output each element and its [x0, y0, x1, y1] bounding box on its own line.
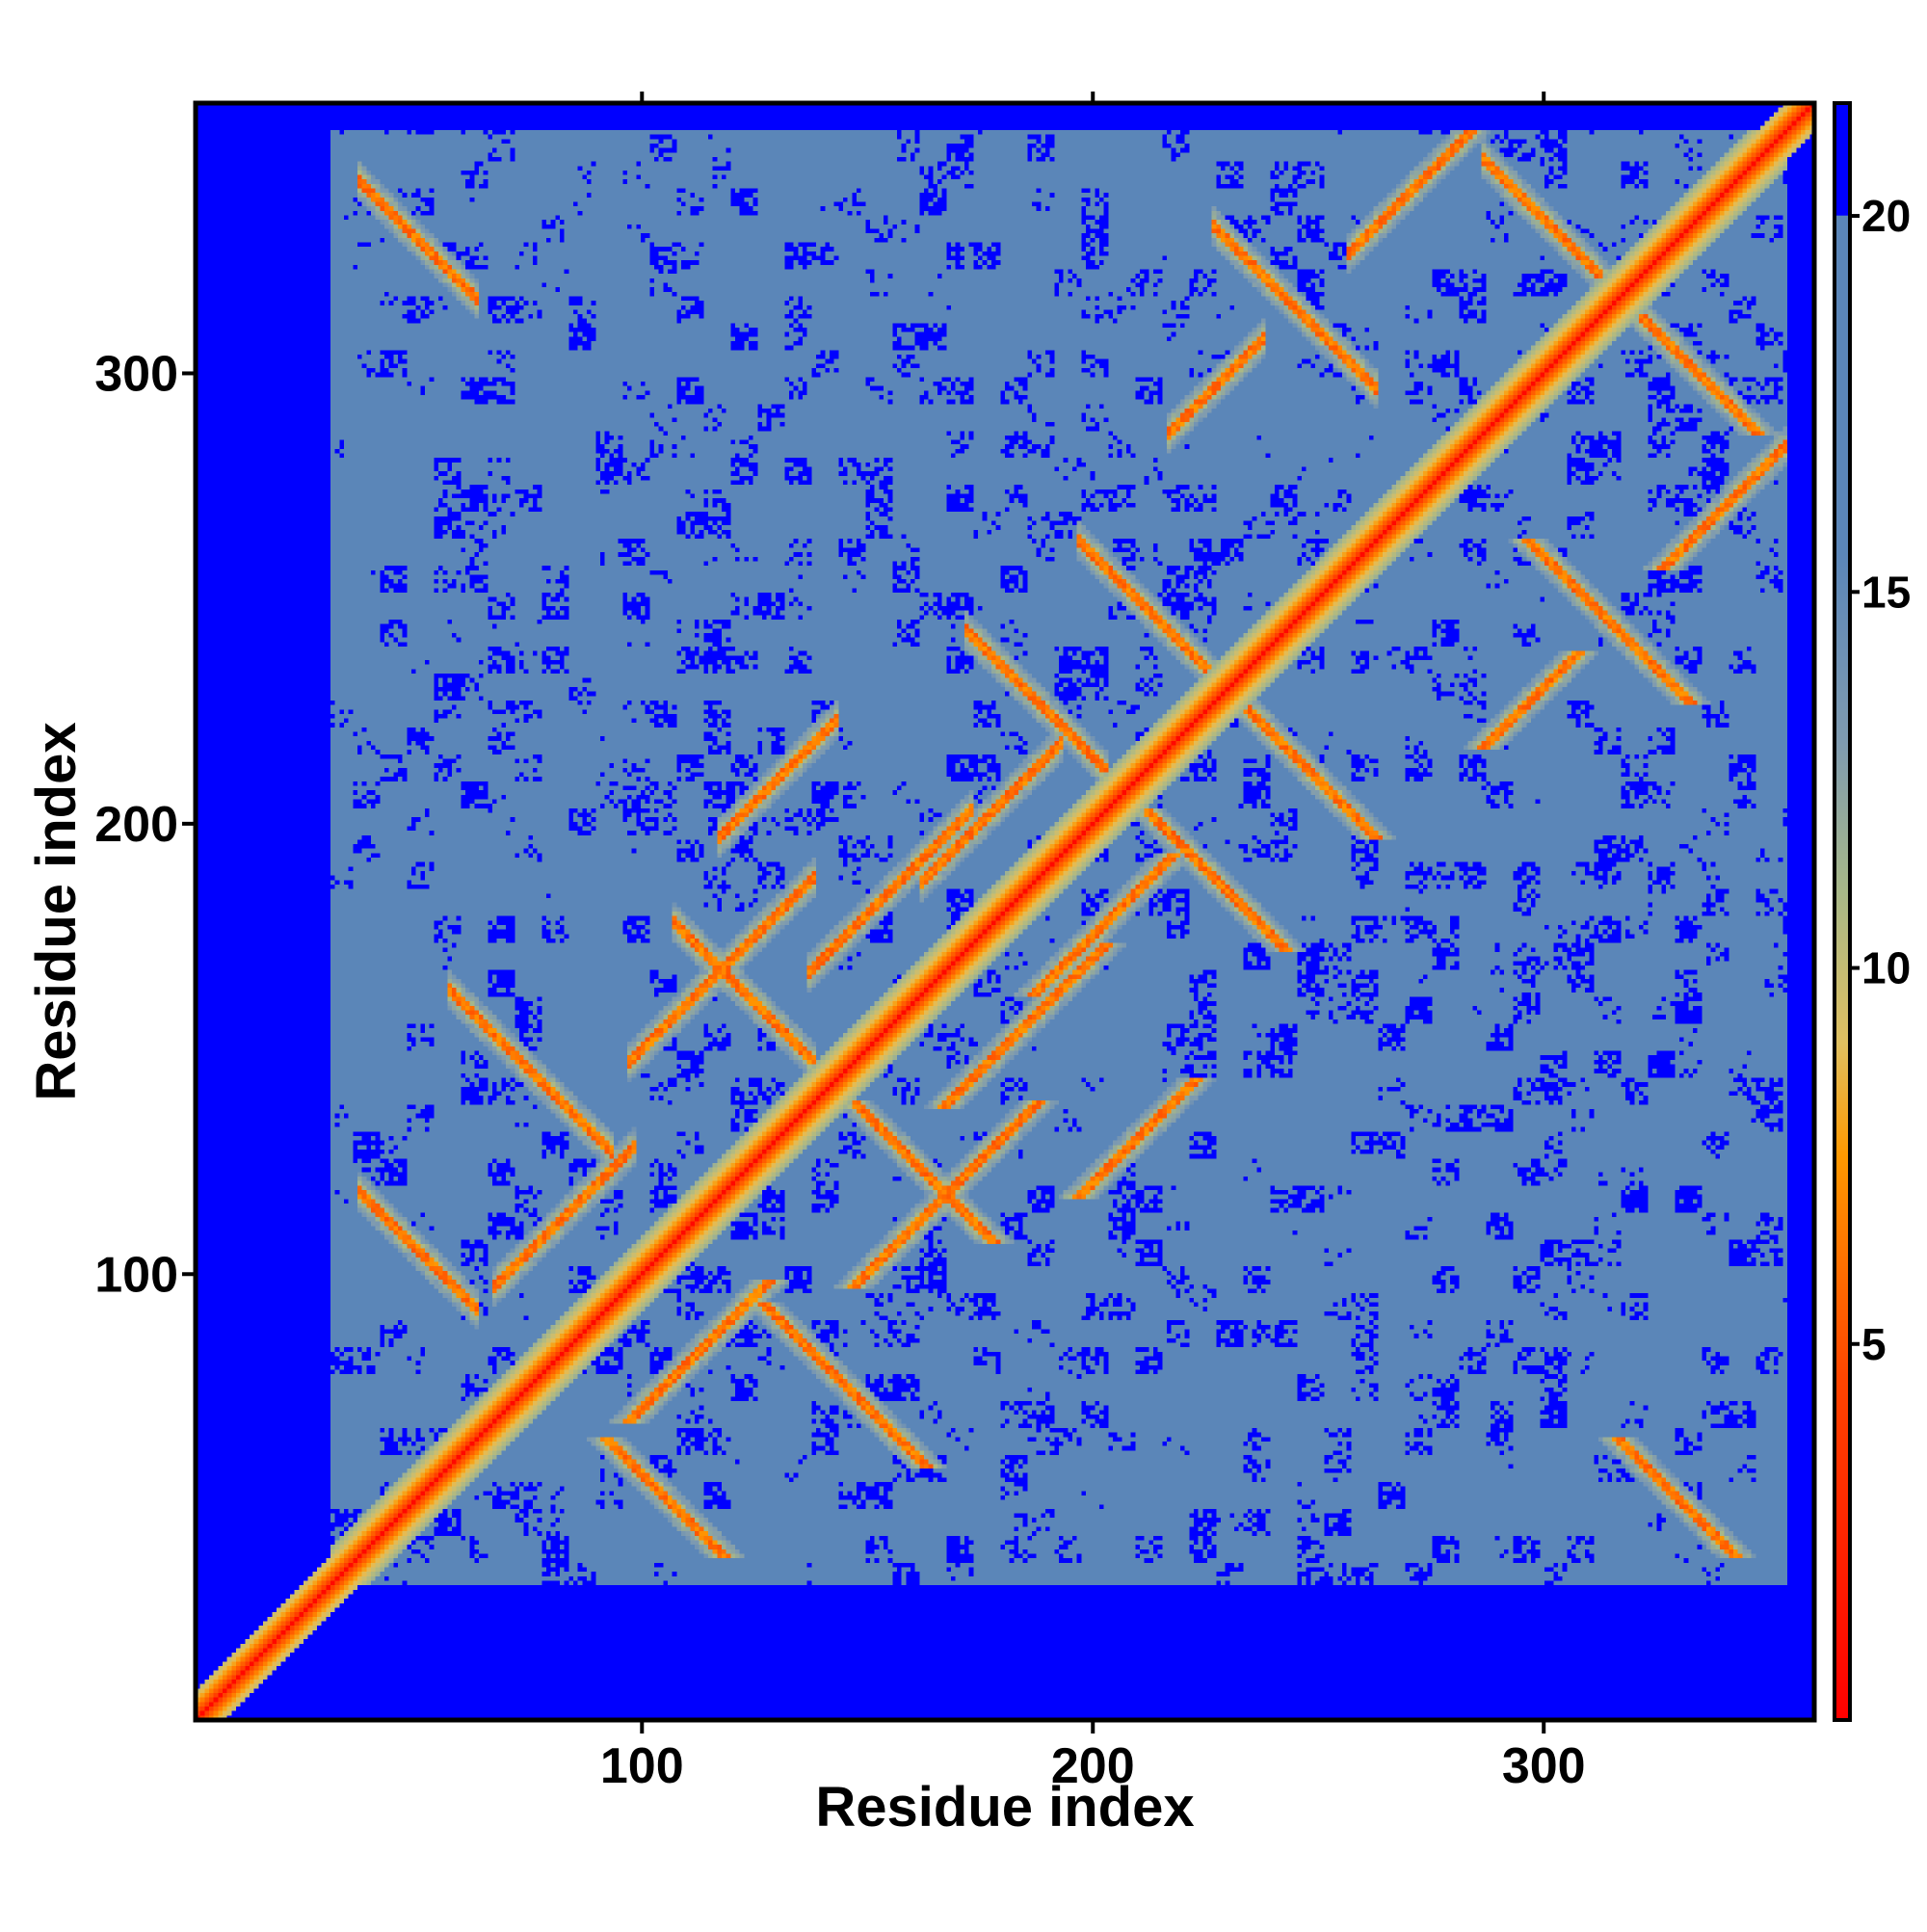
colorbar-tick-label: 20	[1861, 191, 1911, 241]
x-axis-ticks: 100 200 300	[600, 92, 1586, 1794]
x-tick-label: 100	[600, 1738, 684, 1794]
plot-frame	[193, 100, 1817, 1723]
colorbar-gradient	[1833, 101, 1852, 1722]
y-tick-label: 300	[94, 346, 178, 402]
y-tick-label: 200	[94, 797, 178, 853]
colorbar-ticks: 5 10 15 20	[1850, 191, 1911, 1369]
colorbar-tick-label: 15	[1861, 567, 1911, 617]
colorbar-tick-label: 10	[1861, 943, 1911, 993]
y-tick-label: 100	[94, 1247, 178, 1303]
colorbar: 5 10 15 20	[1833, 101, 1911, 1722]
heatmap-area	[196, 103, 1814, 1720]
distance-heatmap	[196, 103, 1814, 1720]
y-axis-label: Residue index	[25, 722, 88, 1100]
x-tick-label: 300	[1502, 1738, 1586, 1794]
x-axis-label: Residue index	[815, 1776, 1194, 1839]
colorbar-tick-label: 5	[1861, 1319, 1887, 1369]
y-axis-ticks: 100 200 300	[94, 346, 196, 1303]
x-tick-label: 200	[1051, 1738, 1135, 1794]
